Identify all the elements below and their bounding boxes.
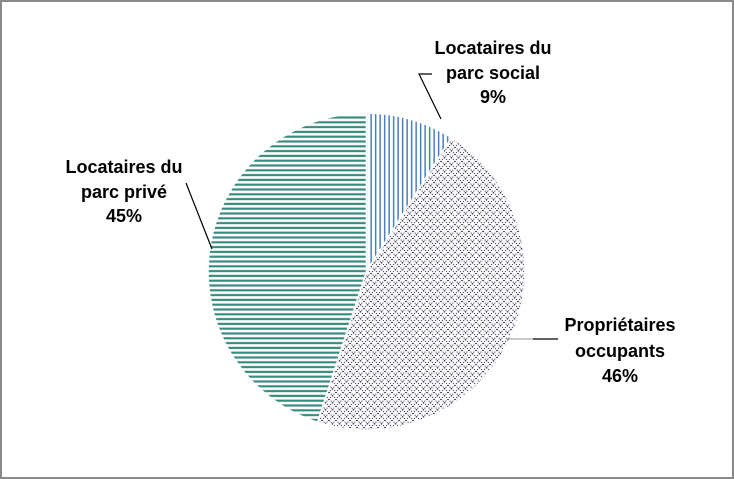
leader-line [185,182,213,250]
leader-line [418,73,442,120]
label-percentage: 46% [601,366,639,386]
label-line: occupants [574,340,666,361]
label-locataires-parc-prive: Locataires du parc privé 45% [44,155,204,229]
label-percentage: 9% [479,87,506,107]
label-line: parc social [445,62,541,83]
pie-slice-3 [207,112,368,424]
label-line: parc privé [80,181,168,202]
leader-lines [185,73,558,340]
pie-slice-1 [365,112,453,275]
pie-slices [207,112,526,431]
label-line: Propriétaires [564,315,676,335]
label-locataires-parc-social: Locataires du parc social 9% [413,36,573,110]
label-proprietaires-occupants: Propriétaires occupants 46% [540,313,700,390]
label-line: Locataires du [434,38,552,58]
label-percentage: 45% [105,206,143,226]
label-line: Locataires du [65,157,183,177]
